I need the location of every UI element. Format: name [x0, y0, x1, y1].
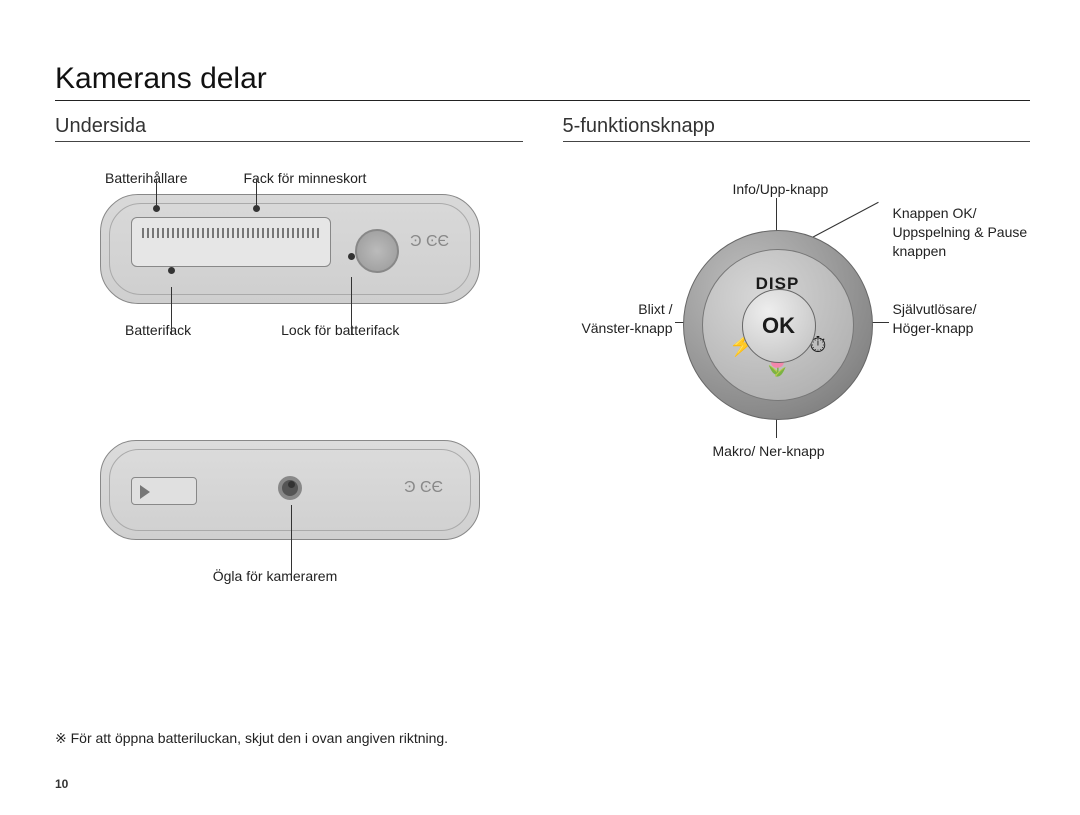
leader-line: [256, 179, 257, 205]
leader-dot: [288, 481, 295, 488]
right-subheading: 5-funktionsknapp: [563, 115, 1031, 142]
label-flash-line2: Vänster-knapp: [573, 319, 673, 338]
label-flash-line1: Blixt /: [573, 300, 673, 319]
manual-page: Kamerans delar Undersida Batterihållare …: [0, 0, 1080, 815]
label-strap-eyelet: Ögla för kamerarem: [175, 568, 375, 584]
leader-line: [351, 277, 352, 335]
figure-underside-open: Batterihållare Fack för minneskort Ͽ ϾЄ: [55, 170, 523, 400]
label-timer-line2: Höger-knapp: [893, 319, 977, 338]
leader-line: [156, 179, 157, 205]
label-battery-cover: Lock för batterifack: [281, 322, 399, 338]
two-column-layout: Undersida Batterihållare Fack för minnes…: [55, 115, 1030, 747]
arrow-icon: [140, 485, 150, 499]
leader-dot: [253, 205, 260, 212]
five-way-dial-icon: DISP ⚡ ⏱ 🌷 OK: [683, 230, 873, 420]
figure-underside-closed: Ͽ ϾЄ Ögla för kamerarem: [55, 440, 523, 640]
left-column: Undersida Batterihållare Fack för minnes…: [55, 115, 523, 747]
figure1-top-labels: Batterihållare Fack för minneskort: [105, 170, 523, 186]
label-timer-line1: Självutlösare/: [893, 300, 977, 319]
leader-line: [171, 287, 172, 335]
figure1-bottom-labels: Batterifack Lock för batterifack: [125, 322, 523, 338]
label-ok-line2: Uppspelning & Pause: [893, 223, 1028, 242]
battery-latch-icon: [131, 477, 197, 505]
label-info-up: Info/Upp-knapp: [733, 180, 829, 199]
ce-mark-icon: Ͽ ϾЄ: [410, 233, 449, 251]
label-battery-compartment: Batterifack: [125, 322, 191, 338]
page-number: 10: [55, 777, 68, 791]
camera-underside-closed-icon: Ͽ ϾЄ: [100, 440, 480, 540]
label-battery-holder: Batterihållare: [105, 170, 188, 186]
battery-slot-icon: [131, 217, 331, 267]
page-title: Kamerans delar: [55, 62, 1030, 101]
tripod-mount-icon: [355, 229, 399, 273]
camera-underside-open-icon: Ͽ ϾЄ: [100, 194, 480, 304]
ce-mark-icon: Ͽ ϾЄ: [404, 479, 443, 497]
footnote-text: ※ För att öppna batteriluckan, skjut den…: [55, 730, 523, 747]
label-ok-line1: Knappen OK/: [893, 204, 1028, 223]
leader-dot: [168, 267, 175, 274]
right-column: 5-funktionsknapp Info/Upp-knapp Knappen …: [563, 115, 1031, 747]
label-macro-down: Makro/ Ner-knapp: [713, 442, 825, 461]
label-ok-line3: knappen: [893, 242, 1028, 261]
figure-five-way-button: Info/Upp-knapp Knappen OK/ Uppspelning &…: [563, 170, 1031, 510]
ok-button-label: OK: [742, 289, 816, 363]
left-subheading: Undersida: [55, 115, 523, 142]
tripod-socket-icon: [278, 476, 302, 500]
label-memory-card-slot: Fack för minneskort: [244, 170, 367, 186]
leader-dot: [348, 253, 355, 260]
leader-line: [291, 505, 292, 575]
leader-dot: [153, 205, 160, 212]
